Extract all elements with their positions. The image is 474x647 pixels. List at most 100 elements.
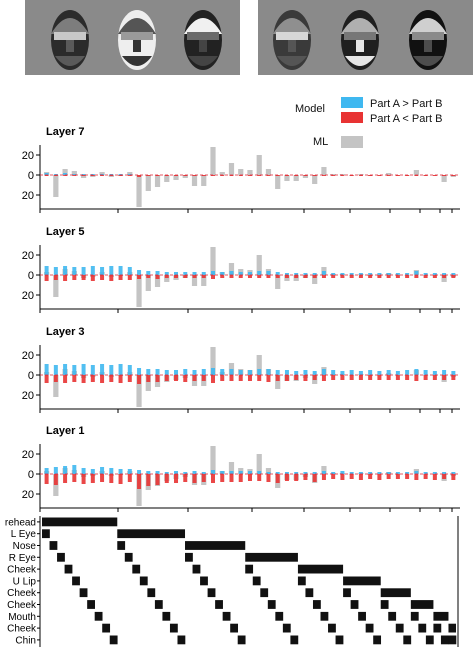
model-neg-bar [275,275,280,278]
matrix-cell-b [94,611,103,621]
model-neg-bar [331,474,336,479]
model-neg-bar [414,275,419,278]
model-neg-bar [294,375,299,380]
model-pos-bar [386,273,391,275]
legend-swatch-pos [341,97,363,108]
model-neg-bar [266,175,271,176]
matrix-cell-b [320,611,329,621]
model-neg-bar [423,175,428,176]
model-neg-bar [377,275,382,278]
model-neg-bar [349,175,354,176]
matrix-cell-b [72,576,80,586]
model-neg-bar [432,275,437,278]
model-pos-bar [340,471,345,474]
model-neg-bar [294,474,299,481]
model-pos-bar [109,174,114,175]
model-neg-bar [192,175,197,176]
model-neg-bar [294,175,299,176]
matrix-cell-b [185,552,193,562]
model-pos-bar [321,271,326,275]
y-tick-label: 0 [28,170,34,182]
matrix-cell-b [42,529,50,539]
model-neg-bar [257,275,262,278]
model-neg-bar [257,474,262,481]
model-neg-bar [331,275,336,278]
model-pos-bar [414,369,419,375]
model-neg-bar [257,175,262,176]
model-pos-bar [192,471,197,474]
model-neg-bar [303,375,308,381]
matrix-cell-b [177,635,186,645]
model-pos-bar [451,371,456,375]
model-pos-bar [368,370,373,375]
face-region-forehead [341,18,379,34]
matrix-bar-a [448,623,456,633]
model-neg-bar [247,474,252,481]
model-pos-bar [164,472,169,474]
model-pos-bar [284,472,289,474]
model-pos-bar [164,370,169,375]
matrix-cell-b [380,600,389,609]
model-neg-bar [312,375,317,380]
model-pos-bar [118,266,123,275]
model-neg-bar [127,375,132,382]
model-pos-bar [127,267,132,275]
model-neg-bar [377,175,382,176]
matrix-cell-b [169,623,178,633]
model-neg-bar [174,275,179,278]
model-pos-bar [377,371,382,375]
model-neg-bar [451,474,456,480]
model-pos-bar [358,273,363,275]
y-tick-label: 0 [28,370,34,382]
model-neg-bar [53,275,58,280]
ml-bar [145,275,151,291]
ml-bar [53,275,59,297]
face-region-chin [188,56,218,66]
model-pos-bar [81,174,86,175]
model-pos-bar [266,472,271,474]
model-neg-bar [349,275,354,278]
face-region-eyes [54,32,86,40]
model-neg-bar [164,375,169,381]
y-tick-label: 20 [22,190,34,202]
ml-bar [330,174,336,175]
matrix-cell-b [433,623,442,633]
ml-bar [201,275,207,286]
model-pos-bar [331,370,336,375]
model-neg-bar [257,375,262,381]
model-pos-bar [63,266,68,275]
model-pos-bar [72,365,77,375]
model-pos-bar [174,370,179,375]
model-neg-bar [53,175,58,176]
model-pos-bar [257,271,262,275]
model-neg-bar [405,175,410,176]
model-neg-bar [386,275,391,278]
model-pos-bar [109,468,114,474]
ml-bar [275,175,281,189]
ml-bar [265,468,272,474]
face-region-nose [424,40,432,52]
model-pos-bar [174,471,179,474]
ml-bar [265,169,272,175]
ml-bar [312,175,318,184]
model-pos-bar [72,465,77,474]
matrix-cell-b [117,541,126,550]
model-pos-bar [331,273,336,275]
model-neg-bar [155,275,160,279]
ml-bar [256,255,262,275]
matrix-cell-b [388,611,397,621]
model-pos-bar [257,369,262,375]
model-neg-bar [312,175,317,176]
model-pos-bar [358,371,363,375]
model-neg-bar [229,375,234,381]
model-neg-bar [44,375,49,383]
matrix-cell-b [207,588,216,598]
model-pos-bar [331,472,336,474]
model-neg-bar [377,474,382,480]
model-neg-bar [423,474,428,479]
face-region-chin [55,56,85,66]
model-neg-bar [146,275,151,278]
model-neg-bar [72,375,77,382]
